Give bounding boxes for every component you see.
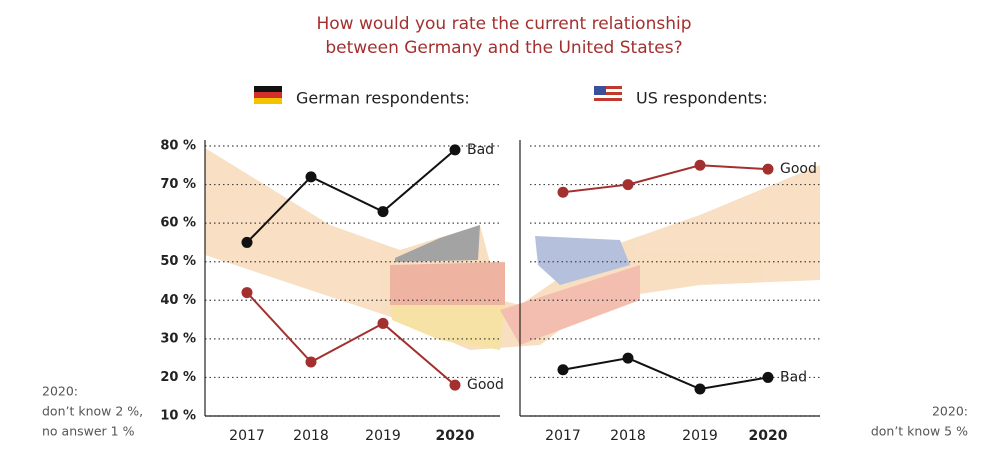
x-tick-label: 2018 xyxy=(293,428,329,444)
series-label: Good xyxy=(467,377,504,393)
x-tick-label: 2017 xyxy=(545,428,581,444)
point xyxy=(377,206,389,218)
line xyxy=(562,357,769,391)
point xyxy=(377,317,389,329)
x-tick-label: 2018 xyxy=(610,428,646,444)
note: don’t know 5 % xyxy=(871,424,968,439)
panel-subtitle: German respondents: xyxy=(296,89,470,108)
point xyxy=(557,186,569,198)
y-tick-label: 30 % xyxy=(160,331,196,346)
handshake-decoration xyxy=(205,148,820,350)
y-tick-label: 70 % xyxy=(160,177,196,192)
point xyxy=(762,371,774,383)
point xyxy=(305,171,317,183)
series-label: Bad xyxy=(780,369,807,385)
y-tick-label: 20 % xyxy=(160,370,196,385)
note: 2020: xyxy=(42,384,78,399)
y-tick-label: 10 % xyxy=(160,409,196,424)
point xyxy=(449,379,461,391)
series-label: Good xyxy=(780,161,817,177)
note: no answer 1 % xyxy=(42,424,135,439)
point xyxy=(449,144,461,156)
y-tick-label: 40 % xyxy=(160,293,196,308)
x-tick-label: 2019 xyxy=(682,428,718,444)
note: don’t know 2 %, xyxy=(42,404,143,419)
note: 2020: xyxy=(932,404,968,419)
point xyxy=(622,179,634,191)
y-tick-label: 80 % xyxy=(160,139,196,154)
point xyxy=(622,352,634,364)
line xyxy=(246,291,456,386)
point xyxy=(557,364,569,376)
line xyxy=(246,149,456,244)
point xyxy=(762,163,774,175)
point xyxy=(694,383,706,395)
us-flag xyxy=(594,86,622,104)
series-label: Bad xyxy=(467,142,494,158)
panel-subtitle: US respondents: xyxy=(636,89,768,108)
point xyxy=(694,159,706,171)
x-tick-label: 2020 xyxy=(749,428,788,444)
x-tick-label: 2017 xyxy=(229,428,265,444)
point xyxy=(305,356,317,368)
x-tick-label: 2020 xyxy=(436,428,475,444)
y-tick-label: 60 % xyxy=(160,216,196,231)
chart-title: between Germany and the United States? xyxy=(325,38,682,58)
german-flag xyxy=(254,86,282,104)
x-tick-label: 2019 xyxy=(365,428,401,444)
chart-title: How would you rate the current relations… xyxy=(316,14,691,34)
y-tick-label: 50 % xyxy=(160,254,196,269)
point xyxy=(241,236,253,248)
line xyxy=(562,164,769,194)
point xyxy=(241,287,253,299)
